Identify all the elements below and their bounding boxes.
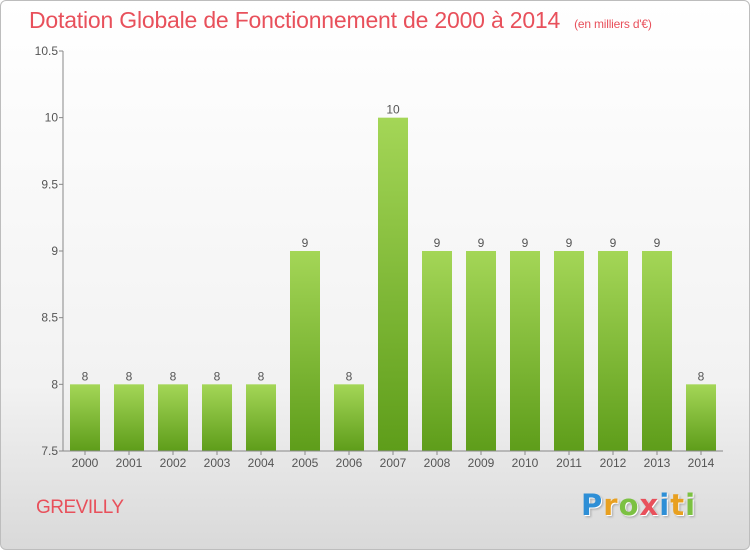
- y-tick-label: 9.5: [41, 177, 58, 191]
- y-tick-label: 10.5: [35, 44, 59, 58]
- bar-2008: [422, 251, 452, 451]
- x-tick-label-2008: 2008: [424, 456, 451, 470]
- logo-letter: P: [581, 488, 604, 522]
- logo-letter: i: [659, 488, 671, 522]
- bar-2005: [290, 251, 320, 451]
- y-tick-label: 8.5: [41, 311, 58, 325]
- y-tick-label: 8: [51, 377, 58, 391]
- data-label-2013: 9: [654, 236, 661, 250]
- data-label-2008: 9: [434, 236, 441, 250]
- x-tick-label-2007: 2007: [380, 456, 407, 470]
- chart-title: Dotation Globale de Fonctionnement de 20…: [29, 7, 652, 34]
- data-label-2010: 9: [522, 236, 529, 250]
- x-tick-label-2006: 2006: [336, 456, 363, 470]
- data-label-2006: 8: [346, 369, 353, 383]
- bar-2012: [598, 251, 628, 451]
- bar-2006: [334, 384, 364, 451]
- data-label-2005: 9: [302, 236, 309, 250]
- bar-2013: [642, 251, 672, 451]
- bar-2011: [554, 251, 584, 451]
- bar-2003: [202, 384, 232, 451]
- data-label-2000: 8: [82, 369, 89, 383]
- x-tick-label-2012: 2012: [600, 456, 627, 470]
- data-label-2004: 8: [258, 369, 265, 383]
- x-tick-label-2001: 2001: [116, 456, 143, 470]
- chart-title-text: Dotation Globale de Fonctionnement de 20…: [29, 7, 561, 33]
- bar-2004: [246, 384, 276, 451]
- data-label-2003: 8: [214, 369, 221, 383]
- data-label-2001: 8: [126, 369, 133, 383]
- y-tick-label: 9: [51, 244, 58, 258]
- bar-2014: [686, 384, 716, 451]
- x-tick-label-2011: 2011: [556, 456, 582, 470]
- bar-2007: [378, 117, 408, 452]
- y-tick-label: 7.5: [41, 444, 58, 458]
- x-tick-label-2000: 2000: [72, 456, 99, 470]
- data-label-2014: 8: [698, 369, 705, 383]
- x-tick-label-2009: 2009: [468, 456, 495, 470]
- x-tick-label-2002: 2002: [160, 456, 187, 470]
- bar-2000: [70, 384, 100, 451]
- bar-2001: [114, 384, 144, 451]
- commune-name: GREVILLY: [36, 497, 124, 518]
- x-tick-label-2014: 2014: [688, 456, 715, 470]
- chart-unit-label: (en milliers d'€): [574, 17, 652, 31]
- data-label-2002: 8: [170, 369, 177, 383]
- logo-letter: t: [670, 488, 686, 522]
- logo-letter: o: [618, 488, 640, 522]
- x-tick-label-2010: 2010: [512, 456, 539, 470]
- y-tick-label: 10: [45, 111, 59, 125]
- bar-2010: [510, 251, 540, 451]
- x-tick-label-2013: 2013: [644, 456, 671, 470]
- bar-2002: [158, 384, 188, 451]
- logo-letter: r: [603, 488, 619, 522]
- data-label-2009: 9: [478, 236, 485, 250]
- data-label-2012: 9: [610, 236, 617, 250]
- x-tick-label-2003: 2003: [204, 456, 231, 470]
- logo-letter: i: [685, 488, 697, 522]
- data-label-2007: 10: [386, 103, 400, 117]
- bar-2009: [466, 251, 496, 451]
- proxiti-logo: Proxiti: [581, 488, 696, 522]
- logo-letter: x: [639, 488, 660, 522]
- x-tick-label-2004: 2004: [248, 456, 275, 470]
- data-label-2011: 9: [566, 236, 573, 250]
- x-tick-label-2005: 2005: [292, 456, 319, 470]
